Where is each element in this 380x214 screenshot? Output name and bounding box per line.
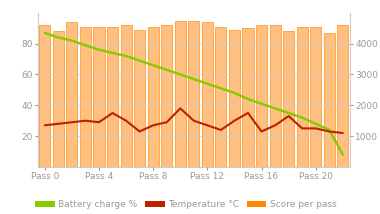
Bar: [310, 27, 321, 167]
Bar: [53, 31, 64, 167]
Bar: [283, 31, 294, 167]
Bar: [269, 25, 281, 167]
Bar: [80, 27, 91, 167]
Bar: [242, 28, 253, 167]
Bar: [256, 25, 267, 167]
Bar: [66, 22, 78, 167]
Bar: [161, 25, 172, 167]
Bar: [107, 27, 118, 167]
Bar: [297, 27, 308, 167]
Bar: [134, 30, 145, 167]
Bar: [229, 30, 240, 167]
Legend: Battery charge %, Temperature °C, Score per pass: Battery charge %, Temperature °C, Score …: [35, 201, 337, 210]
Bar: [93, 27, 105, 167]
Bar: [188, 21, 200, 167]
Bar: [147, 27, 159, 167]
Bar: [215, 27, 226, 167]
Bar: [337, 25, 348, 167]
Bar: [120, 25, 131, 167]
Bar: [39, 25, 50, 167]
Bar: [324, 33, 335, 167]
Bar: [202, 22, 213, 167]
Bar: [175, 21, 186, 167]
